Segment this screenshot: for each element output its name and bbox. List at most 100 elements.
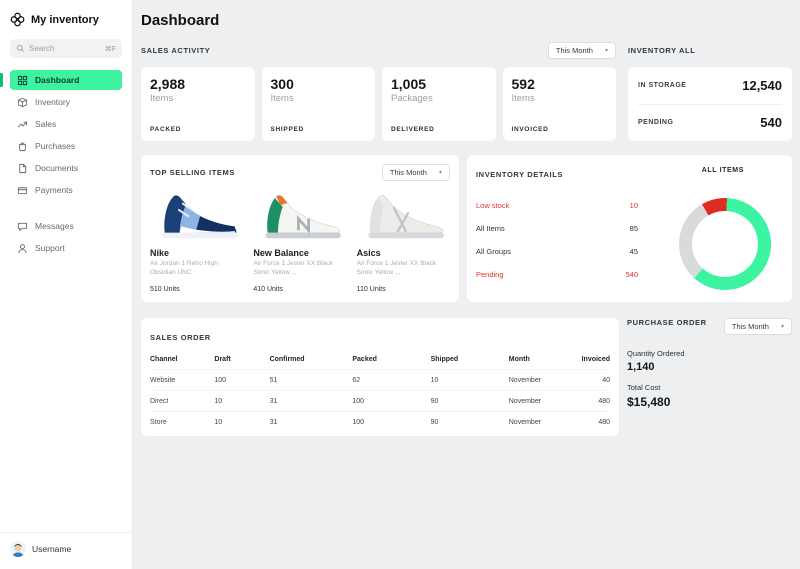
product-units: 510 Units [150,286,180,293]
sidebar-item-label: Documents [35,163,78,173]
col-header: Draft [214,356,231,363]
top-selling-panel: TOP SELLING ITEMS This Month ▾ [141,155,459,302]
product-nike[interactable]: Nike Air Jordan 1 Retro High Obsidian UN… [150,189,243,293]
top-selling-title: TOP SELLING ITEMS [150,168,235,177]
inventory-details-list: Low stock 10 All Items 85 All Groups 45 … [476,194,638,290]
sidebar-item-inventory[interactable]: Inventory [10,92,122,112]
cell: Website [150,369,215,391]
cell: 90 [430,411,509,432]
cell: 480 [573,390,610,412]
dropdown-value: This Month [731,322,769,331]
product-brand: Asics [356,248,381,258]
sidebar-item-payments[interactable]: Payments [10,180,122,200]
table-header-row: Channel Draft Confirmed Packed Shipped M… [150,351,610,370]
app-logo-icon [10,12,25,27]
purchase-order-section: PURCHASE ORDER This Month ▾ Quantity Ord… [627,318,792,436]
total-cost-value: $15,480 [627,395,671,409]
total-cost-label: Total Cost [627,383,661,392]
col-header: Channel [150,356,178,363]
cell: 62 [352,369,431,391]
chevron-down-icon: ▾ [438,170,442,176]
row-label: Low stock [476,201,510,210]
app-logo-row: My inventory [10,12,122,27]
row-value: 540 [625,270,638,279]
main-content: Dashboard SALES ACTIVITY This Month ▾ 2,… [133,0,800,569]
dropdown-value: This Month [389,168,427,177]
cell: 100 [352,390,431,412]
sidebar-item-label: Dashboard [35,75,80,85]
chevron-down-icon: ▾ [604,47,608,54]
stat-value: 300 [270,76,294,92]
dropdown-value: This Month [555,45,593,55]
sidebar-item-dashboard[interactable]: Dashboard [0,70,122,90]
new-balance-shoe-image [265,195,341,239]
sales-order-title: SALES ORDER [150,333,211,342]
inventory-all-section: INVENTORY ALL IN STORAGE 12,540 PENDING … [628,41,792,141]
sidebar-item-messages[interactable]: Messages [10,216,122,236]
stat-unit: Items [270,93,294,104]
cell: November [508,411,574,432]
stat-status: DELIVERED [391,126,435,133]
stat-card-shipped: 300 Items SHIPPED [261,67,375,141]
document-icon [19,163,27,173]
sidebar-item-purchases[interactable]: Purchases [10,136,122,156]
in-storage-label: IN STORAGE [638,81,687,89]
stat-card-invoiced: 592 Items INVOICED [502,67,616,141]
sales-activity-section: SALES ACTIVITY This Month ▾ 2,988 Items … [141,41,616,141]
user-row[interactable]: Username [0,532,132,559]
sales-activity-period-dropdown[interactable]: This Month ▾ [547,41,616,59]
pending-value: 540 [760,115,782,131]
table-row[interactable]: Direct 10 31 100 90 November 480 [150,390,610,412]
col-header: Month [508,356,530,363]
all-items-row: All Items 85 [476,217,638,240]
sidebar-item-support[interactable]: Support [10,238,122,258]
cell: 10 [430,369,509,391]
search-input[interactable] [29,44,87,53]
page-title: Dashboard [141,12,220,29]
product-description: Air Jordan 1 Retro High Obsidian UNC [150,260,218,276]
sales-order-panel: SALES ORDER Channel Draft Confirmed Pack… [141,318,619,436]
purchase-order-period-dropdown[interactable]: This Month ▾ [723,318,792,335]
cell: 10 [214,411,270,432]
in-storage-value: 12,540 [742,77,782,93]
product-units: 410 Units [253,286,283,293]
stat-status: SHIPPED [270,126,304,133]
pending-label: PENDING [638,119,674,127]
cell: 90 [430,390,509,412]
stat-card-delivered: 1,005 Packages DELIVERED [382,67,496,141]
top-selling-period-dropdown[interactable]: This Month ▾ [381,164,450,181]
inventory-all-title: INVENTORY ALL [628,45,696,55]
sidebar-item-documents[interactable]: Documents [10,158,122,178]
cell: November [508,390,574,412]
sales-icon [17,121,28,127]
sidebar-item-sales[interactable]: Sales [10,114,122,134]
purchase-order-title: PURCHASE ORDER [627,318,707,327]
sidebar-item-label: Support [35,243,65,253]
cell: 31 [269,390,353,412]
in-storage-row: IN STORAGE 12,540 [638,67,782,104]
support-icon [18,243,27,253]
stat-value: 1,005 [391,76,427,92]
search-box[interactable]: ⌘F [10,39,122,58]
product-new-balance[interactable]: New Balance Air Force 1 Jester XX Black … [253,189,346,293]
col-header: Confirmed [269,356,305,363]
box-icon [17,97,28,107]
chevron-down-icon: ▾ [780,324,784,330]
cell: 480 [573,411,610,432]
quantity-ordered-value: 1,140 [627,361,655,373]
stat-unit: Items [511,93,535,104]
stat-card-packed: 2,988 Items PACKED [141,67,255,141]
table-row[interactable]: Store 10 31 100 90 November 480 [150,411,610,432]
product-asics[interactable]: Asics Air Force 1 Jester XX Black Sonic … [357,189,450,293]
product-units: 110 Units [356,286,386,293]
sales-activity-title: SALES ACTIVITY [141,45,211,55]
table-row[interactable]: Website 100 51 62 10 November 40 [150,369,610,391]
low-stock-row: Low stock 10 [476,194,638,217]
all-groups-row: All Groups 45 [476,240,638,263]
sidebar-item-label: Sales [35,119,57,129]
all-items-chart-label: ALL ITEMS [701,167,744,174]
sidebar: My inventory ⌘F Dashboard Inventory Sale… [0,0,133,569]
product-brand: Nike [150,248,170,258]
col-header: Invoiced [581,356,610,363]
cell: 51 [269,369,353,391]
